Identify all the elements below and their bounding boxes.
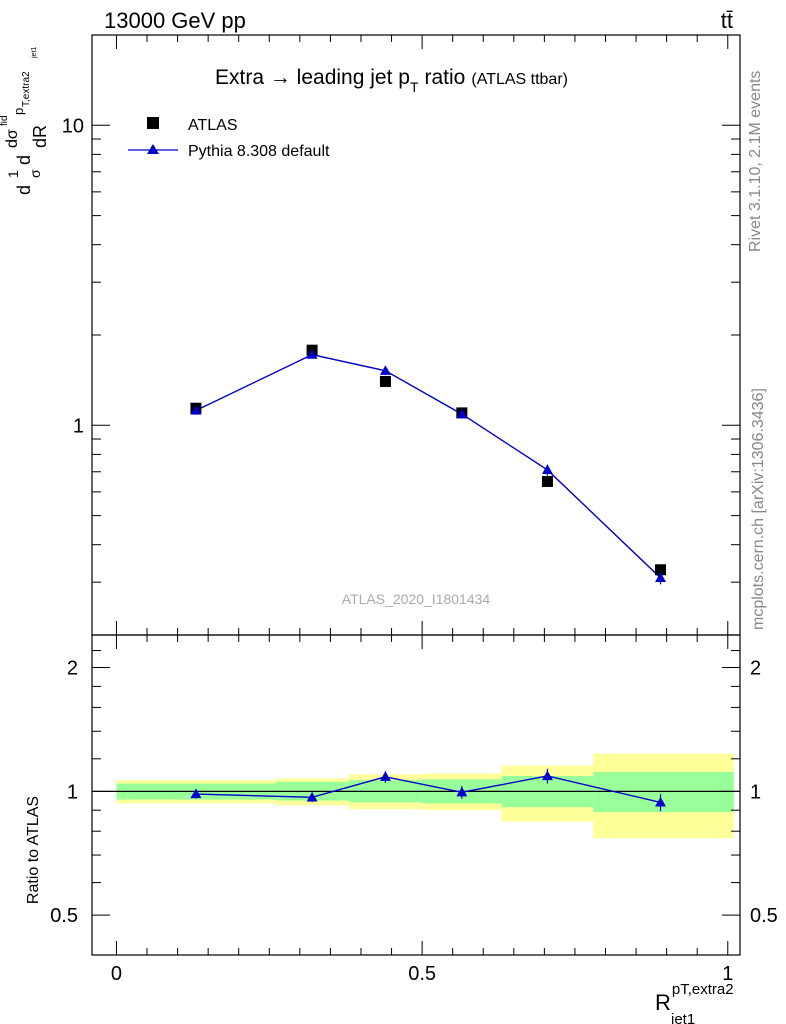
ylabel-d1: d <box>14 185 34 195</box>
ratio-ytick-label-left: 0.5 <box>50 905 78 927</box>
ratio-axis-ticks: 0.5 0.5 1 1 2 2 0 0.5 1 <box>50 634 778 985</box>
ylabel-dR: dR <box>30 125 50 148</box>
pythia-point <box>379 365 391 375</box>
ratio-line <box>195 775 661 804</box>
source-info: mcplots.cern.ch [arXiv:1306.3436] <box>750 388 767 630</box>
ratio-point <box>456 786 468 797</box>
main-panel: 1 10 ATLAS_2020_I1801434 Extra → leading … <box>0 34 740 636</box>
xlabel-main: R <box>655 990 671 1015</box>
xlabel-sub: jet1 <box>670 1011 695 1024</box>
ratio-uncertainty-bands <box>116 753 734 839</box>
plot-title-paren: (ATLAS ttbar) <box>471 71 568 88</box>
plot-title-sub: T <box>410 79 419 95</box>
ylabel-fid: fid <box>0 115 10 126</box>
xtick-label: 0 <box>111 963 122 985</box>
ratio-point <box>655 796 667 807</box>
ylabel-d2: d <box>14 155 34 165</box>
y-axis-label: d 1 σ d dσ fid p T,extra2 jet1 dR <box>0 47 50 195</box>
ratio-ytick-label-left: 2 <box>67 658 78 680</box>
ylabel-p: p <box>11 108 26 115</box>
ratio-frame <box>91 634 741 956</box>
pythia-point <box>456 408 468 419</box>
pythia-point <box>190 405 202 415</box>
pythia-point <box>306 349 318 359</box>
ratio-ytick-label-right: 1 <box>750 781 761 803</box>
pythia-point <box>541 464 553 475</box>
ylabel-one: 1 <box>5 170 21 178</box>
legend-label-pythia: Pythia 8.308 default <box>188 143 330 160</box>
ylabel-textra2: T,extra2 <box>21 71 32 107</box>
ratio-point <box>541 770 553 781</box>
main-axis-ticks: 1 10 <box>62 34 740 636</box>
xtick-label: 0.5 <box>408 963 436 985</box>
ratio-ytick-label-left: 1 <box>67 781 78 803</box>
main-ytick-label: 1 <box>73 415 84 437</box>
ylabel-jet1: jet1 <box>31 47 38 59</box>
x-axis-label: RpT,extra2 jet1 <box>655 981 734 1024</box>
plot-title-main: Extra → leading jet p <box>215 66 410 89</box>
ratio-ylabel: Ratio to ATLAS <box>25 796 42 904</box>
ratio-ytick-label-right: 0.5 <box>750 905 778 927</box>
energy-label: 13000 GeV pp <box>104 8 246 33</box>
ratio-point <box>190 788 202 799</box>
analysis-watermark: ATLAS_2020_I1801434 <box>342 591 491 607</box>
rivet-info: Rivet 3.1.10, 2.1M events <box>747 71 764 252</box>
ratio-ytick-label-right: 2 <box>750 658 761 680</box>
atlas-point <box>655 564 667 576</box>
ylabel-dsigma: dσ <box>4 129 21 148</box>
ratio-series <box>190 768 667 812</box>
xlabel-sup: pT,extra2 <box>672 981 734 998</box>
pythia-line <box>195 353 662 579</box>
main-series <box>190 344 667 585</box>
legend-marker-pythia <box>147 144 159 154</box>
pythia-point <box>655 572 667 583</box>
atlas-point <box>541 475 553 487</box>
plot-title: Extra → leading jet pT ratio (ATLAS ttbar) <box>215 66 568 95</box>
xtick-label: 1 <box>722 963 733 985</box>
legend-marker-atlas <box>147 117 159 129</box>
ylabel-sigma: σ <box>27 169 43 178</box>
legend-label-atlas: ATLAS <box>188 117 238 134</box>
ratio-point <box>379 771 391 781</box>
atlas-point <box>379 375 391 387</box>
main-ytick-label: 10 <box>62 115 84 137</box>
ratio-point <box>306 791 318 802</box>
plot-title-tail: ratio <box>425 66 466 89</box>
process-label: tt̄ <box>721 8 733 33</box>
legend: ATLAS Pythia 8.308 default <box>128 117 330 160</box>
ratio-panel: 0.5 0.5 1 1 2 2 0 0.5 1 Ratio to ATLAS RpT,extra… <box>25 634 778 1024</box>
